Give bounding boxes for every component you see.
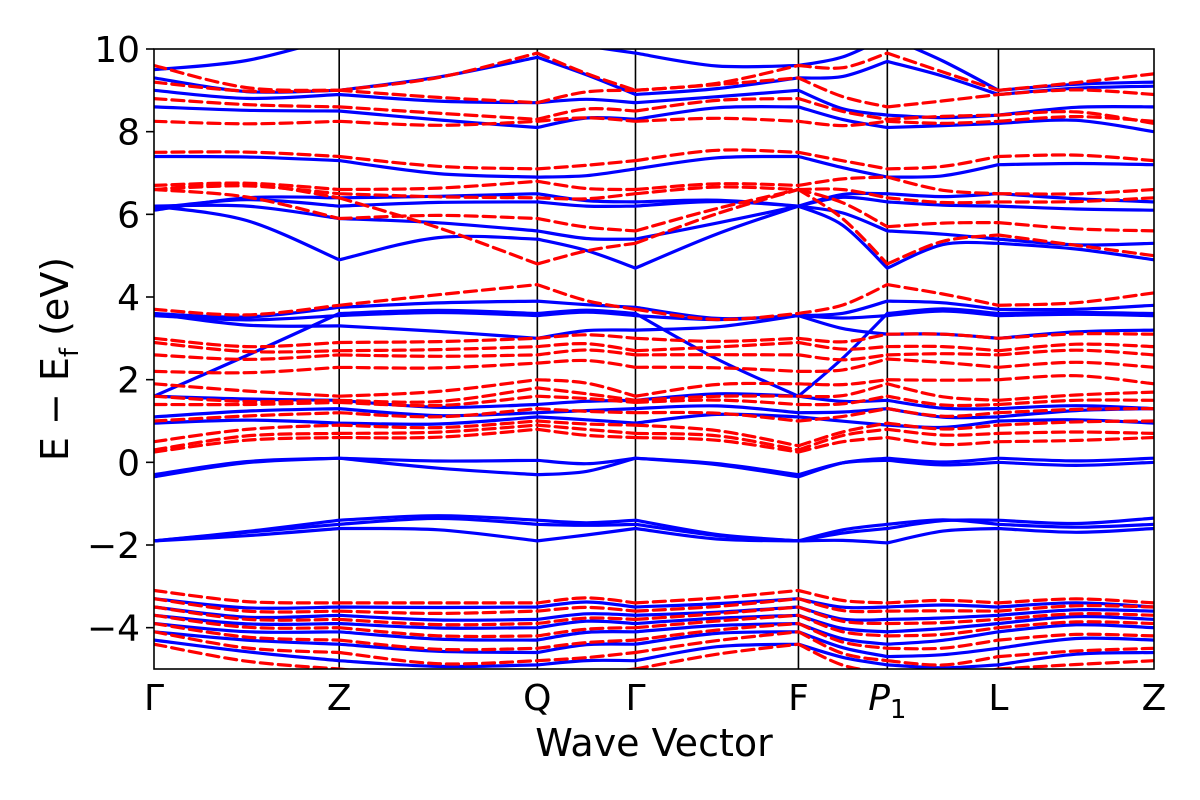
band-line-solid — [154, 621, 1154, 646]
x-tick-label-subscript: 1 — [890, 695, 907, 725]
y-axis-title: E − Ef (eV) — [33, 257, 85, 461]
band-line-dashed — [154, 283, 1154, 322]
band-line-solid — [154, 514, 1154, 543]
band-line-dashed — [154, 187, 1154, 233]
y-axis-title-subscript: f — [55, 347, 85, 357]
band-line-solid — [154, 456, 1154, 479]
band-line-dashed — [154, 97, 1154, 125]
y-axis-ticks: −4 −2 0 2 4 6 8 10 — [87, 30, 154, 650]
x-axis-ticks: Γ Z Q Γ F P1 L Z — [144, 678, 1166, 725]
band-line-dashed — [154, 621, 1154, 652]
band-line-solid — [154, 638, 1154, 669]
band-line-dashed — [154, 115, 1154, 128]
x-tick-label: Γ — [144, 678, 164, 719]
x-tick-label: F — [788, 678, 809, 719]
band-line-dashed — [154, 642, 1154, 669]
x-tick-label: Z — [327, 678, 352, 719]
band-line-dashed — [154, 588, 1154, 605]
band-line-solid — [154, 613, 1154, 634]
y-tick-label: −2 — [87, 526, 140, 567]
x-axis-title: Wave Vector — [535, 721, 773, 765]
band-line-solid — [154, 88, 1154, 120]
y-axis-title-main: E − E — [33, 357, 77, 461]
band-line-dashed — [154, 332, 1154, 349]
band-line-dashed — [154, 148, 1154, 171]
y-tick-label: 10 — [94, 30, 140, 71]
band-line-dashed — [154, 175, 1154, 196]
y-tick-label: 2 — [117, 361, 140, 402]
band-line-dashed — [154, 394, 1154, 408]
band-line-dashed — [154, 419, 1154, 448]
y-tick-label: 4 — [117, 278, 140, 319]
band-line-dashed — [154, 605, 1154, 627]
plot-frame — [153, 48, 1155, 670]
band-line-dashed — [154, 597, 1154, 615]
band-line-dashed — [154, 630, 1154, 667]
x-tick-label: P1 — [868, 678, 906, 725]
band-line-dashed — [154, 423, 1154, 452]
band-line-dashed — [154, 340, 1154, 354]
band-line-solid — [154, 307, 1154, 398]
band-line-solid — [154, 154, 1154, 179]
y-tick-label: 6 — [117, 195, 140, 236]
band-line-dashed — [154, 348, 1154, 362]
band-line-dashed — [154, 382, 1154, 404]
band-line-dashed — [154, 184, 1154, 205]
x-tick-label: L — [988, 678, 1008, 719]
x-tick-label: Z — [1142, 678, 1167, 719]
band-line-solid — [154, 203, 1154, 247]
band-line-dashed — [154, 357, 1154, 375]
band-line-solid — [154, 392, 1154, 411]
band-line-solid — [154, 630, 1154, 659]
band-line-solid — [154, 49, 1154, 92]
band-line-dashed — [154, 427, 1154, 454]
y-tick-label: 0 — [117, 443, 140, 484]
band-line-solid — [154, 204, 1154, 270]
y-tick-label: −4 — [87, 609, 140, 650]
band-line-dashed — [154, 51, 1154, 92]
band-line-solid — [154, 311, 1154, 340]
band-line-dashed — [154, 374, 1154, 398]
y-tick-label: 8 — [117, 113, 140, 154]
x-tick-label-main: P — [868, 678, 890, 719]
band-lines — [154, 49, 1154, 669]
band-line-dashed — [154, 407, 1154, 423]
band-line-solid — [154, 526, 1154, 545]
x-tick-label: Γ — [625, 678, 645, 719]
band-line-solid — [154, 597, 1154, 610]
x-tick-label: Q — [523, 678, 551, 719]
band-line-dashed — [154, 613, 1154, 639]
y-axis-title-unit: (eV) — [33, 257, 77, 348]
